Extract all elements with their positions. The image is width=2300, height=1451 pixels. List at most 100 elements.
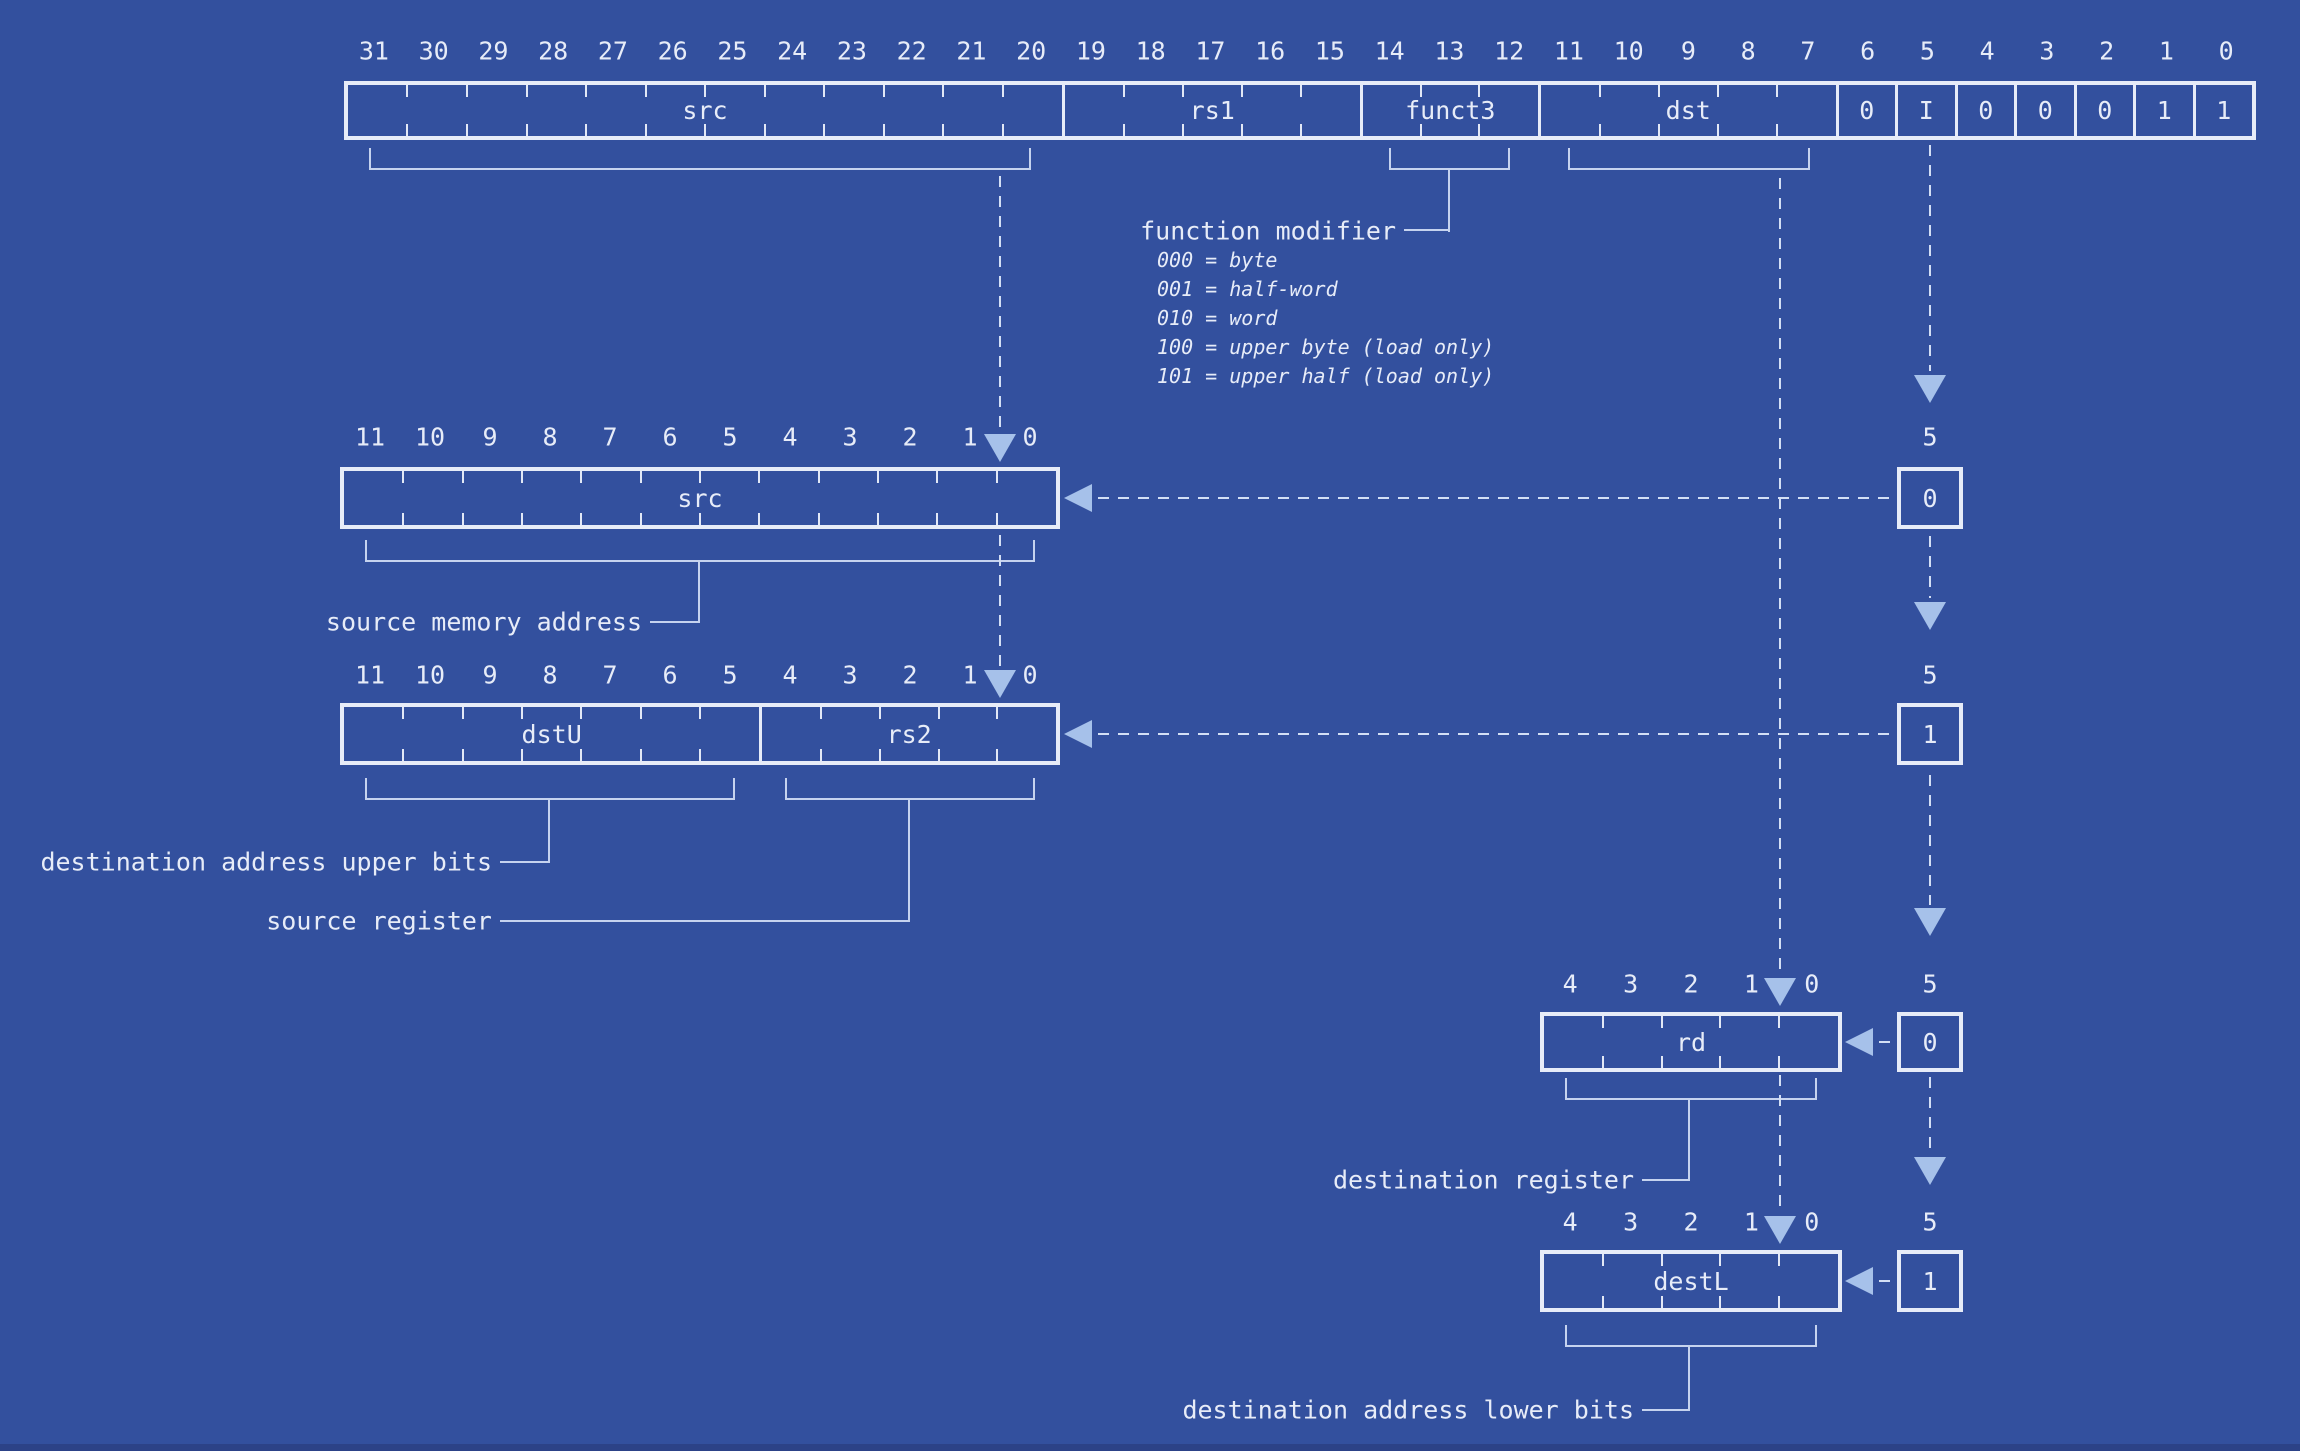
down-arrow-icon [1914,602,1946,630]
left-arrow-icon [1064,720,1092,748]
bit-tick [877,471,879,483]
bit-tick [822,85,825,97]
bit-tick [1601,1254,1604,1266]
bit-number: 27 [597,36,628,66]
field-rs2: rs2 [759,707,1056,761]
field-dst: dst [1538,85,1836,136]
dashed-flow-line [1098,733,1896,735]
field-label: dst [1665,96,1711,125]
down-arrow-icon [1914,375,1946,403]
bit-tick [580,471,583,483]
field-I: I [1895,85,1955,136]
bit-tick [820,707,823,719]
bit-number: 26 [657,36,688,66]
bit-tick [877,513,879,525]
bit-tick [521,471,523,483]
field-label: 0 [2037,96,2053,125]
bit-tick [580,749,583,761]
dashed-flow-line [1779,178,1781,974]
field-label: 0 [2097,96,2113,125]
dashed-flow-line [1929,775,1931,905]
register-box: rd [1540,1012,1842,1072]
bit-number: 13 [1434,36,1465,66]
bit-tick [639,513,642,525]
width-tag: 5 [1922,969,1938,999]
bit-number: 0 [1804,969,1820,999]
constant-box: 1 [1897,703,1963,765]
down-arrow-icon [1764,978,1796,1006]
bit-number: 8 [542,422,558,452]
bit-tick [1719,1254,1722,1266]
bit-tick [406,85,409,97]
src-field-underbrace [369,148,1031,170]
bit-number: 3 [1623,969,1639,999]
register-box: dstU rs2 [340,703,1060,765]
bit-tick [580,513,583,525]
bottom-edge-strip [0,1444,2300,1451]
bit-number: 21 [956,36,987,66]
rd-caption: destination register [1332,1165,1634,1195]
src-register-caption: source memory address [325,607,642,637]
field-label: funct3 [1405,96,1496,125]
field-label: 0 [1859,96,1875,125]
bit-tick [1601,1056,1604,1068]
bit-tick [1122,124,1125,136]
bit-tick [1660,1056,1663,1068]
field-funct3: funct3 [1359,85,1539,136]
width-tag: 5 [1922,660,1938,690]
field-label: 1 [2216,96,2232,125]
bit-tick [1716,124,1719,136]
connector-line [1688,1100,1690,1181]
register-box: src rs1 funct3 dst 0 I 0 0 0 1 1 [344,81,2256,140]
bit-tick [1660,1296,1663,1308]
dashed-flow-line [1929,536,1931,598]
bit-tick [882,85,885,97]
bit-number: 3 [842,422,858,452]
bit-tick [525,124,528,136]
dashed-flow-line [999,176,1001,432]
bit-tick [465,85,468,97]
bit-number: 10 [414,660,446,690]
bit-tick [1419,124,1422,136]
bit-tick [704,85,706,97]
bit-number: 7 [1800,36,1816,66]
bit-tick [1001,124,1004,136]
field-0: 0 [1954,85,2015,136]
bit-tick [878,749,881,761]
bit-tick [644,124,647,136]
bit-number: 11 [354,422,386,452]
bit-number: 9 [1680,36,1696,66]
bit-tick [936,471,939,483]
bit-tick [1719,1016,1722,1028]
bit-number: 7 [602,660,618,690]
field-0: 0 [2014,85,2074,136]
bit-tick [1601,1296,1604,1308]
down-arrow-icon [1764,1216,1796,1244]
bit-number: 3 [2039,36,2055,66]
bit-tick [402,707,405,719]
bit-number: 0 [1022,422,1038,452]
bit-tick [639,707,642,719]
bit-number: 11 [354,660,386,690]
field-label: destL [1653,1266,1729,1296]
bit-tick [520,749,523,761]
constant-value: 1 [1922,719,1938,749]
bit-tick [580,707,583,719]
dstu-field-underbrace [365,778,735,800]
bit-tick [584,85,587,97]
bit-tick [1716,85,1719,97]
bit-number: 9 [482,660,498,690]
dashed-flow-line [1879,1280,1893,1282]
constant-box: 0 [1897,1012,1963,1072]
bit-tick [639,471,642,483]
rs2-field-underbrace [785,778,1035,800]
bit-number: 4 [1562,1207,1578,1237]
bit-tick [1657,85,1660,97]
bit-number: 4 [782,422,798,452]
src-register-underbrace [365,540,1035,562]
destl-register-underbrace [1565,1325,1817,1347]
bit-tick [520,707,523,719]
